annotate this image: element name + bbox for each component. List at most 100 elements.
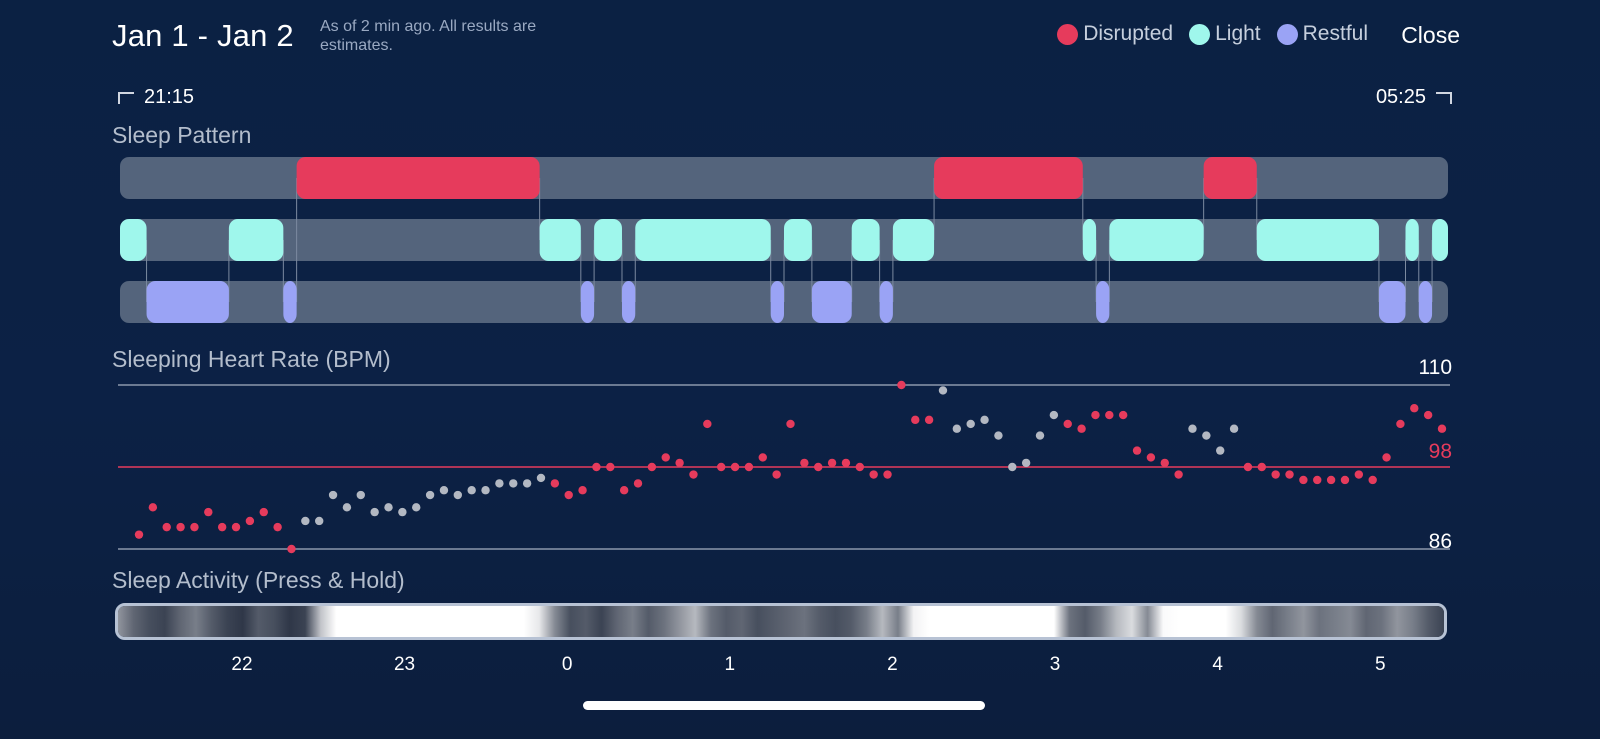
hr-point xyxy=(647,462,657,472)
hr-point xyxy=(398,507,407,517)
hr-point xyxy=(883,470,892,479)
hr-point xyxy=(328,490,338,500)
hr-point xyxy=(716,462,726,472)
pattern-segment-restful xyxy=(1378,281,1406,323)
pattern-segment-restful xyxy=(811,281,852,323)
hr-point xyxy=(1118,410,1128,420)
hr-point xyxy=(204,507,213,517)
hr-point xyxy=(1313,475,1322,485)
hr-point xyxy=(509,479,518,488)
hr-point xyxy=(661,453,670,462)
hr-avg-label: 98 xyxy=(1429,440,1452,463)
hr-point xyxy=(1091,410,1100,420)
estimate-note: As of 2 min ago. All results are estimat… xyxy=(320,18,537,54)
hr-point xyxy=(1202,431,1211,440)
legend-restful: Restful xyxy=(1276,22,1368,46)
hr-min-label: 86 xyxy=(1429,530,1452,553)
pattern-segment-restful xyxy=(770,281,784,323)
heart-rate-chart: 110 98 86 xyxy=(118,356,1452,554)
hr-point xyxy=(217,522,227,532)
hr-point xyxy=(1021,458,1031,468)
legend-disrupted: Disrupted xyxy=(1057,22,1173,46)
hr-point xyxy=(855,462,865,472)
sleep-activity-gradient xyxy=(118,606,1444,637)
hr-point xyxy=(1035,431,1045,440)
sleep-pattern-chart xyxy=(120,157,1448,323)
hr-point xyxy=(287,544,296,554)
hr-point xyxy=(453,490,463,500)
axis-tick: 3 xyxy=(1049,654,1061,675)
hr-max-label: 110 xyxy=(1419,356,1452,379)
pattern-segment-disrupted xyxy=(296,157,540,199)
hr-point xyxy=(911,415,920,425)
hr-point xyxy=(1174,470,1183,479)
disrupted-dot-icon xyxy=(1057,23,1079,45)
hr-point xyxy=(1077,424,1086,433)
pattern-segment-restful xyxy=(1096,281,1110,323)
hr-point xyxy=(592,462,601,472)
hr-point xyxy=(564,490,573,500)
legend: Disrupted Light Restful xyxy=(1057,22,1368,46)
hr-point xyxy=(245,516,255,526)
pattern-segment-light xyxy=(1432,219,1448,261)
pattern-segment-light xyxy=(784,219,812,261)
hr-point xyxy=(1299,475,1308,485)
axis-tick: 4 xyxy=(1212,654,1223,675)
hr-point xyxy=(952,424,962,433)
hr-point xyxy=(606,462,615,472)
hr-point xyxy=(134,530,144,539)
hr-point xyxy=(924,415,934,425)
pattern-segment-light xyxy=(539,219,581,261)
range-start-handle[interactable]: 21:15 xyxy=(118,86,194,109)
hr-point xyxy=(1049,410,1059,420)
hr-point xyxy=(1437,424,1447,433)
restful-dot-icon xyxy=(1276,23,1298,45)
pattern-segment-restful xyxy=(1418,281,1433,323)
pattern-segment-light xyxy=(1082,219,1097,261)
hr-point xyxy=(841,458,851,468)
close-button[interactable]: Close xyxy=(1401,22,1460,48)
hr-point xyxy=(495,479,504,488)
axis-tick: 0 xyxy=(561,654,573,675)
hr-point xyxy=(1354,470,1364,479)
hr-point xyxy=(1229,424,1239,433)
hr-point xyxy=(814,462,823,472)
hr-point xyxy=(869,470,878,479)
hr-point xyxy=(467,486,476,495)
sleep-activity-title: Sleep Activity (Press & Hold) xyxy=(112,567,405,593)
home-indicator[interactable] xyxy=(583,701,985,710)
hr-point xyxy=(301,516,310,526)
hr-point xyxy=(384,503,393,512)
pattern-segment-restful xyxy=(621,281,636,323)
hr-point xyxy=(786,419,795,429)
hr-point xyxy=(356,490,365,500)
hr-point xyxy=(550,479,560,488)
hr-point xyxy=(827,458,837,468)
hr-point xyxy=(994,431,1003,440)
page-title: Jan 1 - Jan 2 xyxy=(112,18,294,53)
hr-point xyxy=(744,462,754,472)
hr-point xyxy=(1396,419,1405,429)
sleep-activity-bar[interactable] xyxy=(115,603,1447,640)
sleep-pattern-title: Sleep Pattern xyxy=(112,122,252,148)
bracket-right-icon xyxy=(1436,91,1452,104)
axis-tick: 23 xyxy=(393,654,416,675)
hr-point xyxy=(1105,410,1114,420)
range-end-time: 05:25 xyxy=(1375,86,1426,108)
hr-point xyxy=(1257,462,1266,472)
hr-point xyxy=(259,507,268,517)
hr-point xyxy=(522,479,532,488)
hr-point xyxy=(342,503,352,512)
hr-point xyxy=(1216,446,1225,455)
hr-point xyxy=(1243,462,1253,472)
legend-light-label: Light xyxy=(1215,22,1261,45)
pattern-segment-restful xyxy=(283,281,297,323)
pattern-segment-restful xyxy=(146,281,229,323)
hr-point xyxy=(1146,453,1156,462)
time-axis: 22 23 0 1 2 3 4 5 xyxy=(0,652,1600,682)
range-end-handle[interactable]: 05:25 xyxy=(1376,86,1452,109)
hr-point xyxy=(1326,475,1336,485)
hr-point xyxy=(1008,462,1017,472)
hr-point xyxy=(758,453,767,462)
hr-point xyxy=(897,380,906,390)
